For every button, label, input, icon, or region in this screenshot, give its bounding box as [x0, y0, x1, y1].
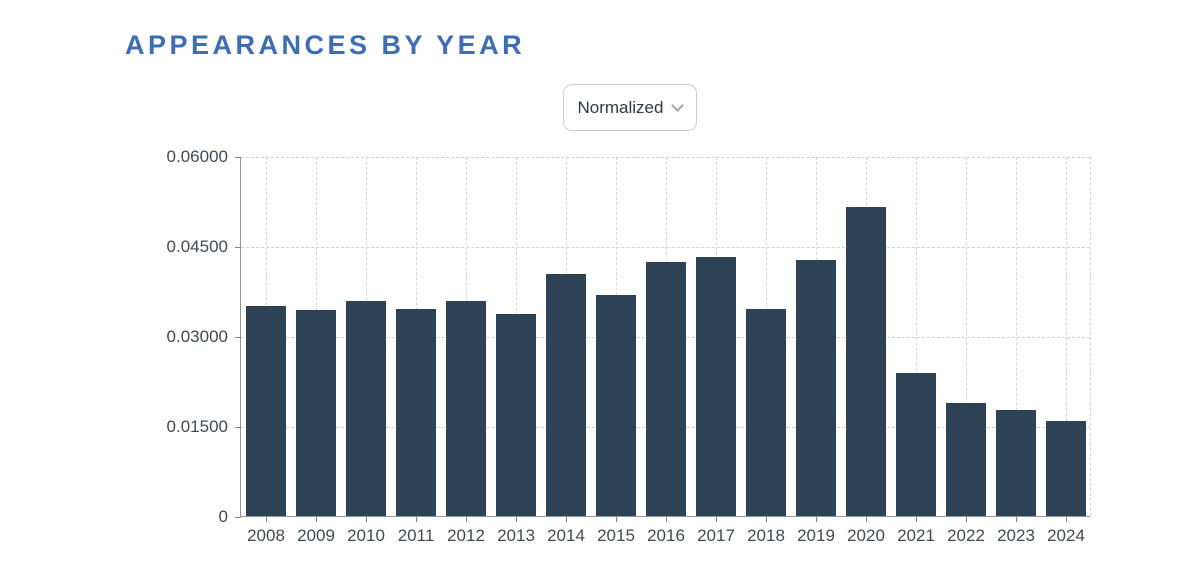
x-gridline — [1066, 157, 1067, 516]
x-axis-label: 2017 — [697, 526, 735, 545]
x-axis-tick — [366, 516, 367, 522]
x-axis-label: 2010 — [347, 526, 385, 545]
bar-2014[interactable] — [546, 273, 586, 516]
y-gridline — [241, 247, 1090, 248]
x-axis-label: 2012 — [447, 526, 485, 545]
x-axis-tick — [316, 516, 317, 522]
bar-2015[interactable] — [596, 294, 636, 516]
x-axis-tick — [416, 516, 417, 522]
plot-right-boundary — [1090, 157, 1091, 516]
y-axis-tick — [235, 337, 241, 338]
bar-2020[interactable] — [846, 207, 886, 516]
x-axis-tick — [716, 516, 717, 522]
x-axis-tick — [666, 516, 667, 522]
x-axis-tick — [616, 516, 617, 522]
dropdown-selected-value: Normalized — [577, 97, 664, 117]
y-axis-label: 0.04500 — [166, 237, 228, 256]
bar-2016[interactable] — [646, 261, 686, 516]
y-axis-tick — [235, 427, 241, 428]
x-axis-tick — [566, 516, 567, 522]
x-axis-label: 2021 — [897, 526, 935, 545]
x-axis-label: 2024 — [1047, 526, 1085, 545]
x-axis-label: 2020 — [847, 526, 885, 545]
page-title: APPEARANCES BY YEAR — [125, 30, 526, 60]
x-gridline — [966, 157, 967, 516]
y-axis-label: 0.01500 — [166, 417, 228, 436]
x-axis-label: 2018 — [747, 526, 785, 545]
appearances-bar-chart: 0 0.01500 0.03000 0.04500 0.06000 2008 2009 201… — [167, 147, 1091, 545]
y-axis-tick — [235, 157, 241, 158]
bar-2011[interactable] — [396, 309, 436, 516]
bar-2024[interactable] — [1046, 420, 1086, 516]
normalized-dropdown[interactable]: Normalized — [563, 84, 697, 131]
x-axis-label: 2016 — [647, 526, 685, 545]
x-axis-tick — [916, 516, 917, 522]
x-axis-tick — [966, 516, 967, 522]
x-axis-label: 2019 — [797, 526, 835, 545]
y-gridline — [241, 157, 1090, 158]
x-axis-tick — [1066, 516, 1067, 522]
x-axis-label: 2008 — [247, 526, 285, 545]
x-axis-tick — [1016, 516, 1017, 522]
bar-2009[interactable] — [296, 309, 336, 516]
x-axis-label: 2009 — [297, 526, 335, 545]
bar-2019[interactable] — [796, 259, 836, 516]
x-axis-tick — [816, 516, 817, 522]
x-axis-tick — [766, 516, 767, 522]
x-axis-label: 2015 — [597, 526, 635, 545]
x-axis-label: 2022 — [947, 526, 985, 545]
x-axis-tick — [866, 516, 867, 522]
y-axis-tick — [235, 517, 241, 518]
chevron-down-icon — [671, 98, 685, 112]
bar-2008[interactable] — [246, 306, 286, 516]
x-axis-label: 2023 — [997, 526, 1035, 545]
x-axis-tick — [466, 516, 467, 522]
bar-2013[interactable] — [496, 313, 536, 516]
bar-2017[interactable] — [696, 256, 736, 516]
bar-2018[interactable] — [746, 309, 786, 516]
y-axis-tick — [235, 247, 241, 248]
bar-2021[interactable] — [896, 373, 936, 516]
x-axis-label: 2013 — [497, 526, 535, 545]
x-gridline — [916, 157, 917, 516]
bar-2010[interactable] — [346, 301, 386, 516]
x-axis-tick — [266, 516, 267, 522]
x-axis-tick — [516, 516, 517, 522]
x-gridline — [1016, 157, 1017, 516]
x-axis-label: 2014 — [547, 526, 585, 545]
bar-2023[interactable] — [996, 410, 1036, 516]
bar-2012[interactable] — [446, 301, 486, 516]
y-axis-label: 0 — [218, 507, 228, 526]
y-axis-label: 0.06000 — [166, 147, 228, 166]
bar-2022[interactable] — [946, 403, 986, 516]
y-axis-label: 0.03000 — [166, 327, 228, 346]
x-axis-label: 2011 — [397, 526, 435, 545]
